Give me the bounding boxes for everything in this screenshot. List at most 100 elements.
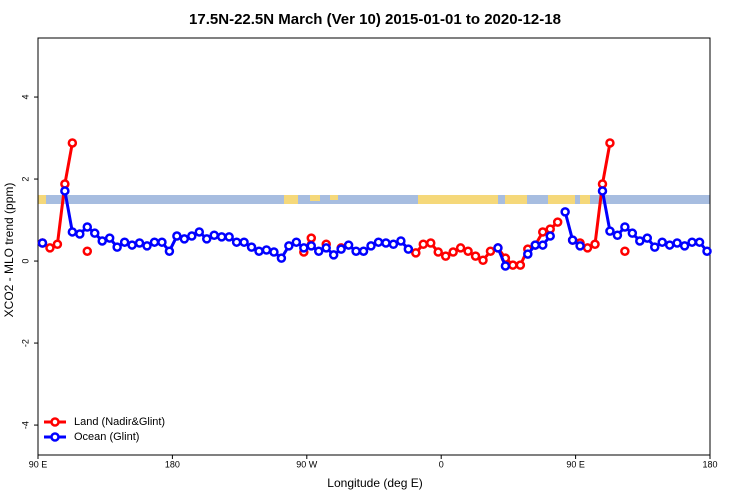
- data-point: [515, 260, 526, 270]
- data-point: [179, 234, 190, 244]
- data-point: [388, 239, 399, 249]
- data-point: [694, 237, 705, 247]
- data-point: [702, 246, 712, 256]
- data-point: [575, 241, 585, 251]
- y-tick-label: 2: [20, 177, 30, 182]
- data-point: [523, 249, 533, 259]
- data-point: [321, 243, 331, 253]
- data-point: [328, 250, 339, 260]
- data-point: [560, 207, 570, 217]
- data-point: [142, 241, 152, 251]
- data-point: [216, 232, 227, 242]
- land-strip: [418, 195, 498, 204]
- data-point: [396, 236, 406, 246]
- data-point: [418, 239, 429, 249]
- data-point: [463, 246, 473, 256]
- data-point: [261, 245, 272, 255]
- data-point: [433, 247, 443, 257]
- data-point: [149, 237, 160, 247]
- land-mask: [38, 195, 710, 204]
- data-point: [239, 237, 249, 247]
- data-point: [649, 242, 660, 252]
- data-point: [157, 237, 167, 247]
- data-point: [485, 246, 496, 256]
- x-tick-label: 90 E: [566, 459, 585, 469]
- data-point: [246, 242, 257, 252]
- data-point: [590, 239, 600, 249]
- data-point: [381, 238, 391, 248]
- land-strip: [38, 195, 46, 204]
- data-point: [545, 231, 555, 241]
- data-point: [552, 217, 563, 227]
- data-point: [567, 235, 578, 245]
- x-tick-label: 180: [165, 459, 180, 469]
- data-point: [291, 237, 302, 247]
- land-strip: [330, 195, 338, 200]
- data-point: [493, 243, 503, 253]
- y-axis-label: XCO2 - MLO trend (ppm): [2, 183, 16, 318]
- data-point: [500, 261, 511, 271]
- data-point: [82, 222, 93, 232]
- data-point: [224, 232, 234, 242]
- data-point: [104, 233, 115, 243]
- data-point: [358, 246, 369, 256]
- data-point: [612, 230, 623, 240]
- y-tick-label: 4: [20, 95, 30, 100]
- x-tick-label: 180: [702, 459, 717, 469]
- data-point: [582, 243, 593, 253]
- data-point: [119, 237, 130, 247]
- land-strip: [580, 195, 590, 204]
- data-point: [478, 255, 488, 265]
- data-point: [403, 244, 414, 254]
- data-point: [201, 234, 212, 244]
- land-strip: [310, 195, 320, 201]
- data-point: [605, 226, 615, 236]
- data-point: [313, 246, 324, 256]
- data-point: [306, 241, 317, 251]
- y-tick-label: -2: [20, 339, 30, 347]
- data-point: [164, 246, 175, 256]
- data-point: [597, 186, 608, 196]
- data-point: [455, 243, 466, 253]
- y-tick-label: -4: [20, 421, 30, 429]
- legend-label: Ocean (Glint): [74, 431, 139, 443]
- data-point: [448, 247, 458, 257]
- data-point: [276, 253, 287, 263]
- data-point: [284, 241, 294, 251]
- data-point: [687, 237, 697, 247]
- y-tick-label: 0: [20, 259, 30, 264]
- data-point: [269, 247, 279, 257]
- data-point: [127, 240, 137, 250]
- data-point: [679, 241, 690, 251]
- x-tick-label: 90 E: [29, 459, 48, 469]
- data-point: [664, 240, 675, 250]
- data-point: [537, 227, 548, 237]
- data-point: [336, 244, 346, 254]
- data-point: [112, 242, 122, 252]
- data-point: [627, 228, 638, 238]
- data-point: [67, 138, 78, 148]
- data-point: [425, 238, 436, 248]
- legend-marker: [50, 432, 60, 442]
- data-point: [194, 227, 205, 237]
- data-point: [254, 246, 264, 256]
- data-point: [37, 238, 48, 248]
- data-point: [67, 227, 78, 237]
- land-strip: [505, 195, 527, 204]
- data-point: [605, 138, 615, 148]
- data-point: [657, 237, 667, 247]
- data-point: [231, 237, 242, 247]
- data-point: [134, 238, 145, 248]
- data-point: [343, 240, 354, 250]
- data-point: [373, 237, 384, 247]
- data-point: [45, 243, 55, 253]
- data-point: [82, 246, 93, 256]
- x-axis-label: Longitude (deg E): [327, 476, 422, 490]
- data-point: [172, 231, 182, 241]
- data-point: [411, 248, 421, 258]
- data-point: [75, 229, 85, 239]
- plot-frame: [37, 37, 711, 456]
- data-point: [635, 236, 645, 246]
- land-strip: [548, 195, 575, 204]
